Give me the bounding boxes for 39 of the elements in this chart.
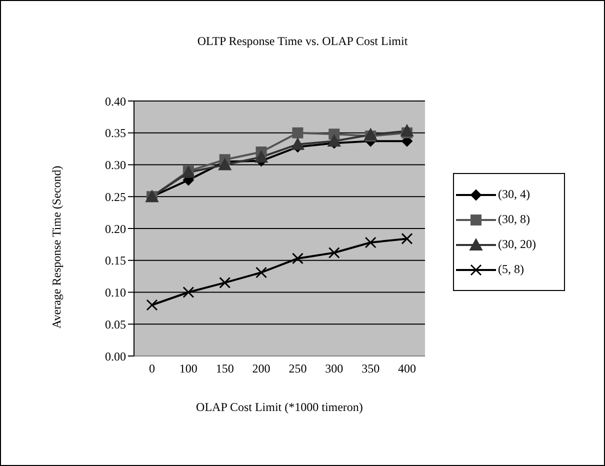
point: [219, 276, 231, 288]
y-axis-title: Average Response Time (Second): [49, 166, 64, 328]
x-tick-label: 350: [362, 362, 380, 376]
x-tick-label: 400: [398, 362, 416, 376]
point: [254, 150, 268, 163]
y-tick-label: 0.30: [105, 158, 126, 172]
x-tick-label: 200: [252, 362, 270, 376]
point: [401, 232, 413, 244]
point: [256, 266, 268, 278]
x-tick-label: 150: [216, 362, 234, 376]
point: [364, 236, 376, 248]
y-tick-label: 0.20: [105, 222, 126, 236]
point: [400, 124, 414, 136]
point: [328, 134, 341, 147]
point: [292, 252, 304, 264]
legend-label: (30, 4): [498, 187, 530, 202]
y-tick-label: 0.05: [105, 317, 126, 332]
x-tick-label: 100: [179, 362, 198, 376]
x-tick-label: 0: [149, 362, 155, 376]
point: [292, 127, 304, 138]
legend-label: (30, 8): [498, 212, 530, 227]
point: [182, 286, 194, 298]
y-tick-label: 0.00: [105, 349, 126, 364]
x-axis-title: OLAP Cost Limit (*1000 timeron): [196, 400, 363, 414]
point: [364, 128, 378, 140]
point: [328, 246, 340, 258]
legend-label: (30, 20): [498, 237, 536, 252]
y-tick-label: 0.10: [105, 286, 126, 300]
legend-label: (5, 8): [498, 262, 524, 277]
x-tick-label: 250: [288, 362, 307, 376]
point: [146, 299, 158, 311]
y-tick-label: 0.15: [105, 254, 126, 268]
y-tick-label: 0.40: [105, 94, 126, 108]
x-tick-label: 300: [325, 362, 344, 376]
y-tick-label: 0.35: [105, 126, 126, 140]
chart-title: OLTP Response Time vs. OLAP Cost Limit: [196, 34, 409, 49]
point: [218, 158, 232, 170]
point: [291, 138, 304, 150]
y-tick-label: 0.25: [105, 190, 126, 204]
